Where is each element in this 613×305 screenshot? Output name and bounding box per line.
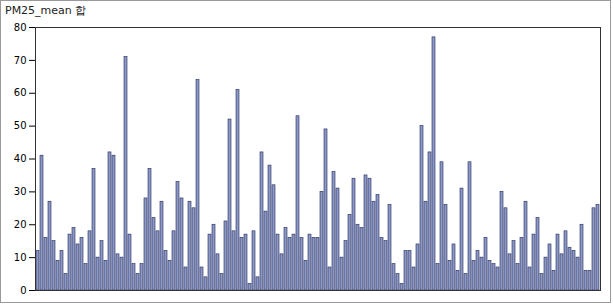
svg-text:20: 20 bbox=[14, 219, 27, 230]
svg-text:30: 30 bbox=[14, 186, 27, 197]
svg-text:10: 10 bbox=[14, 252, 27, 263]
svg-text:80: 80 bbox=[14, 22, 27, 33]
svg-text:60: 60 bbox=[14, 87, 27, 98]
svg-text:40: 40 bbox=[14, 153, 27, 164]
svg-text:50: 50 bbox=[14, 120, 27, 131]
svg-text:0: 0 bbox=[20, 285, 26, 296]
svg-text:70: 70 bbox=[14, 55, 27, 66]
html-text:PM25_mean 합: PM25_mean 합 bbox=[5, 4, 87, 17]
